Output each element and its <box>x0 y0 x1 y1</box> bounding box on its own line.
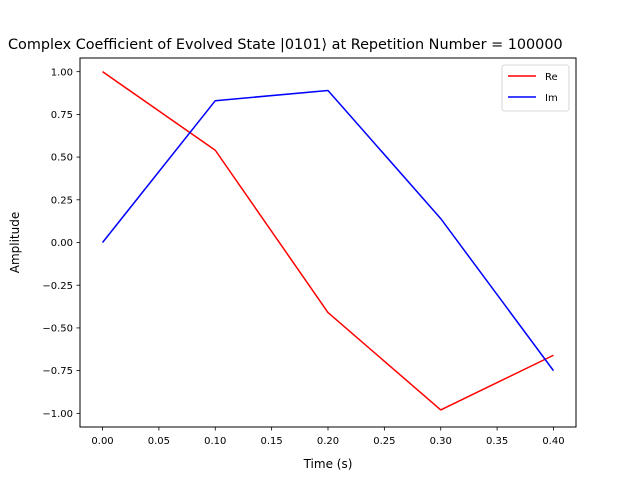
y-tick-label: 0.00 <box>51 238 73 249</box>
series-line-re <box>102 71 554 411</box>
x-tick-label: 0.30 <box>430 436 452 447</box>
y-tick-label: −0.50 <box>42 324 73 335</box>
chart-title: Complex Coefficient of Evolved State |01… <box>8 37 563 53</box>
y-tick-label: 0.25 <box>51 195 73 206</box>
series-line-im <box>101 89 555 372</box>
x-tick-label: 0.35 <box>486 436 508 447</box>
y-tick-label: −0.25 <box>42 281 73 292</box>
x-tick-label: 0.40 <box>542 436 564 447</box>
x-tick-label: 0.10 <box>204 436 226 447</box>
y-axis: −1.00 −0.75 −0.50 −0.25 0.00 0.25 0.50 0.75 1.00 <box>42 67 80 420</box>
y-tick-label: 1.00 <box>51 67 73 78</box>
axes-frame <box>79 57 577 428</box>
x-axis-label: Time (s) <box>303 457 353 471</box>
x-tick-label: 0.20 <box>317 436 339 447</box>
y-tick-label: −1.00 <box>42 409 73 420</box>
legend-box <box>501 64 570 112</box>
y-axis-label: Amplitude <box>8 212 22 274</box>
y-tick-label: −0.75 <box>42 366 73 377</box>
legend: Re Im <box>501 64 570 112</box>
x-axis: 0.00 0.05 0.10 0.15 0.20 0.25 0.30 0.35 0.40 <box>91 427 565 447</box>
legend-label-re: Re <box>545 72 558 83</box>
legend-label-im: Im <box>545 93 558 104</box>
y-tick-label: 0.50 <box>51 153 73 164</box>
y-tick-label: 0.75 <box>51 110 73 121</box>
x-tick-label: 0.05 <box>148 436 170 447</box>
plot-area <box>101 71 555 411</box>
x-tick-label: 0.15 <box>261 436 283 447</box>
x-tick-label: 0.00 <box>91 436 113 447</box>
x-tick-label: 0.25 <box>373 436 395 447</box>
